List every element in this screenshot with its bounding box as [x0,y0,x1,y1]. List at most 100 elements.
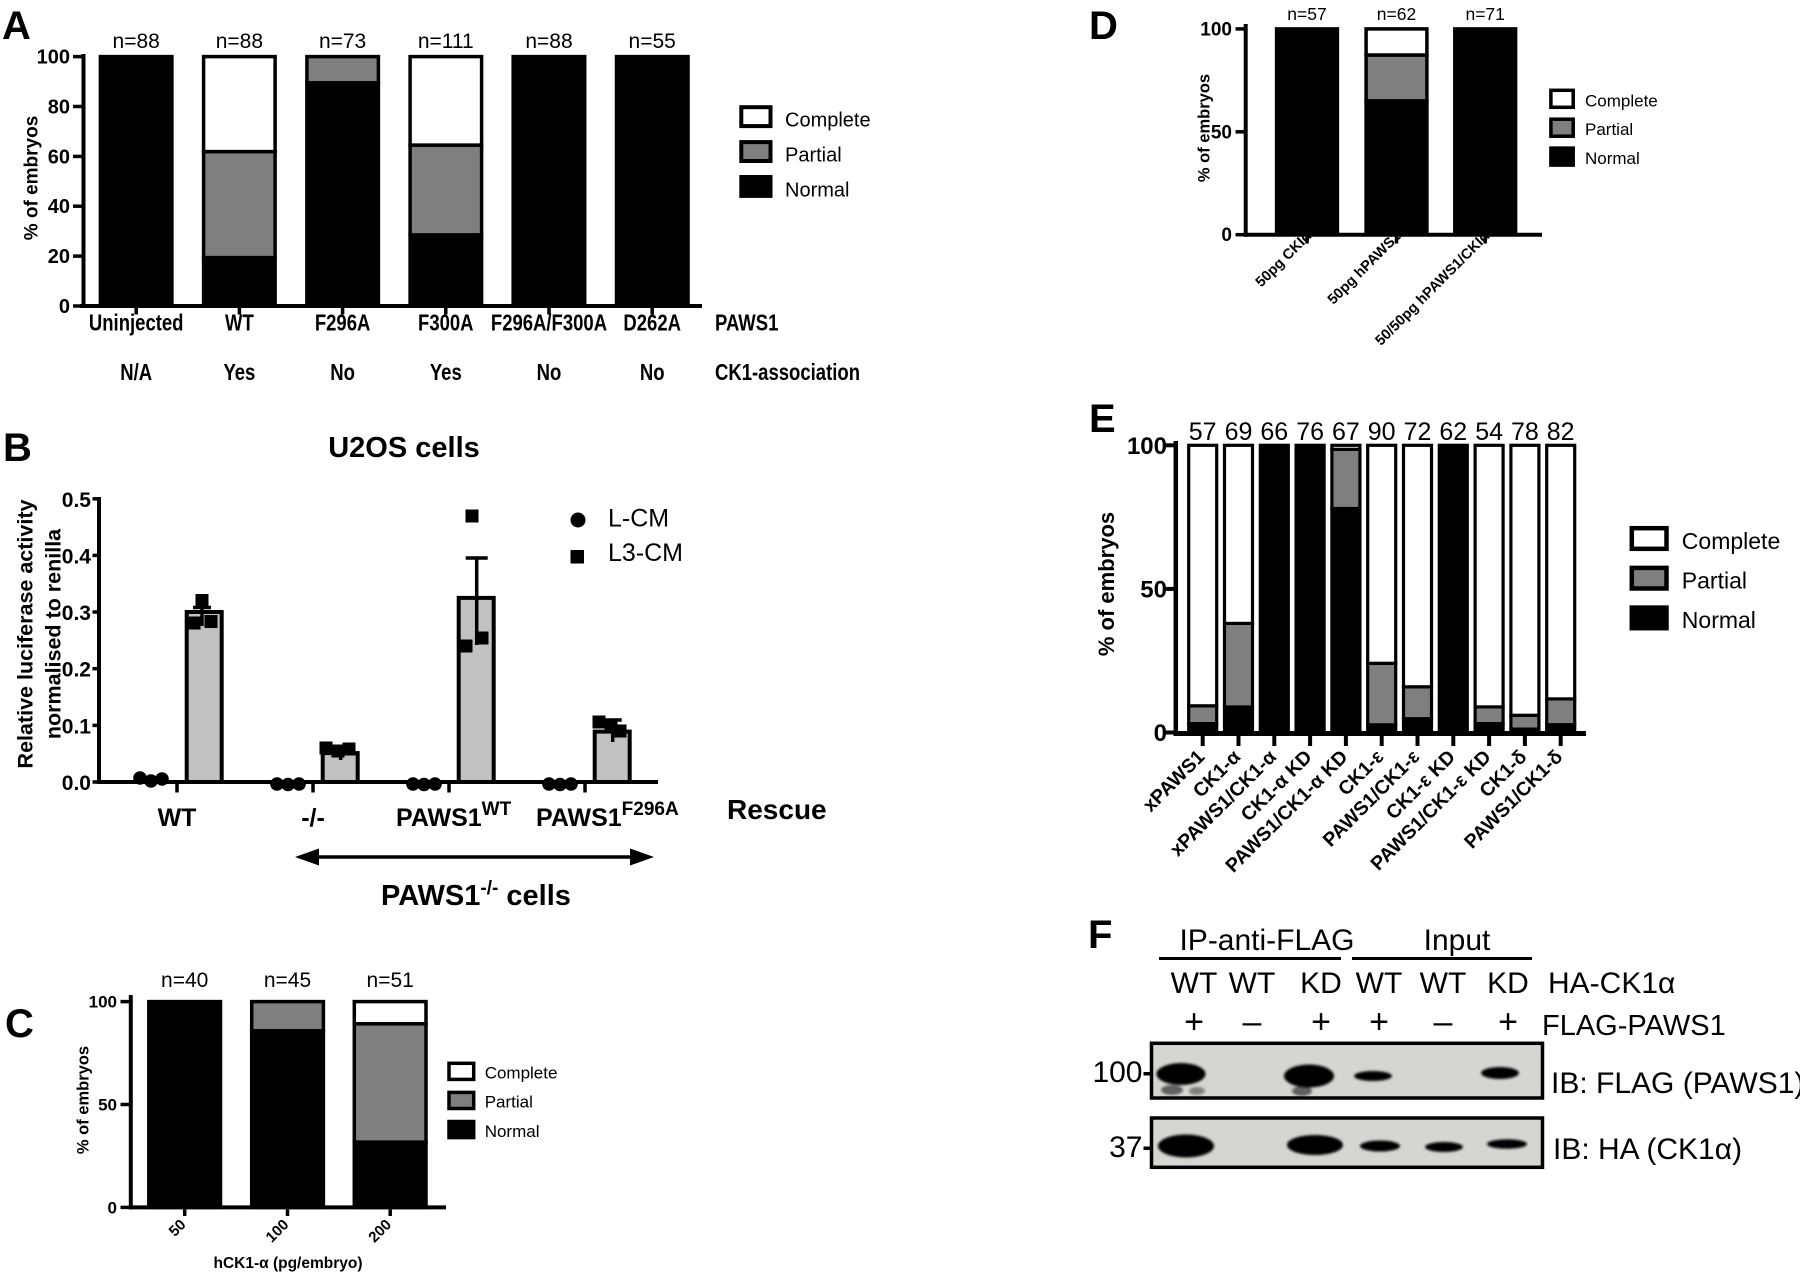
svg-text:FLAG-PAWS1: FLAG-PAWS1 [1542,1010,1726,1042]
svg-text:KD: KD [1487,967,1529,1000]
svg-text:62: 62 [1439,418,1467,446]
svg-text:100: 100 [1092,1056,1142,1089]
svg-text:0: 0 [108,1198,117,1217]
svg-text:+: + [1184,1003,1204,1041]
svg-text:WT: WT [1356,967,1403,1000]
svg-text:CK1-association: CK1-association [715,359,860,385]
svg-text:Complete: Complete [785,110,871,132]
svg-text:69: 69 [1225,418,1253,446]
svg-text:% of embryos: % of embryos [22,116,43,241]
svg-text:–: – [1434,1003,1453,1041]
svg-text:72: 72 [1404,418,1432,446]
svg-text:Normal: Normal [485,1122,540,1141]
svg-text:Input: Input [1424,924,1491,957]
svg-text:n=57: n=57 [1287,4,1326,24]
svg-text:Normal: Normal [1585,149,1640,168]
svg-text:20: 20 [48,246,70,268]
svg-text:Yes: Yes [430,359,462,385]
svg-text:Relative luciferase activity: Relative luciferase activity [14,500,38,769]
svg-text:% of embryos: % of embryos [1094,512,1119,656]
svg-text:0.1: 0.1 [62,715,92,738]
svg-text:F300A: F300A [418,310,474,336]
svg-text:0.5: 0.5 [62,489,92,512]
svg-text:+: + [1498,1003,1518,1041]
svg-text:n=111: n=111 [418,30,474,53]
svg-text:37: 37 [1109,1131,1142,1164]
svg-text:50: 50 [98,1096,117,1115]
svg-text:54: 54 [1475,418,1503,446]
svg-text:PAWS1-/- cells: PAWS1-/- cells [381,878,571,912]
svg-text:HA-CK1α: HA-CK1α [1548,967,1675,1000]
svg-text:No: No [537,359,562,385]
svg-text:WT: WT [158,804,197,832]
svg-text:n=45: n=45 [264,969,311,992]
svg-text:WT: WT [1171,967,1218,1000]
svg-text:Complete: Complete [1585,91,1658,110]
svg-text:WT: WT [225,310,254,336]
svg-text:82: 82 [1547,418,1575,446]
svg-text:+: + [1369,1003,1389,1041]
svg-text:n=40: n=40 [161,969,208,992]
svg-text:n=73: n=73 [319,30,366,53]
svg-text:Normal: Normal [1682,607,1756,633]
svg-text:n=51: n=51 [367,969,414,992]
svg-text:Normal: Normal [785,180,849,202]
svg-text:40: 40 [48,196,70,218]
svg-text:IB: HA (CK1α): IB: HA (CK1α) [1553,1133,1742,1166]
svg-text:No: No [330,359,355,385]
svg-text:n=88: n=88 [113,30,160,53]
svg-text:Partial: Partial [1682,568,1747,594]
svg-text:-/-: -/- [301,804,325,832]
svg-text:0.0: 0.0 [62,772,91,795]
svg-text:KD: KD [1300,967,1342,1000]
svg-text:0.4: 0.4 [62,545,92,568]
svg-text:78: 78 [1511,418,1539,446]
svg-text:IP-anti-FLAG: IP-anti-FLAG [1179,924,1354,957]
svg-text:IB: FLAG (PAWS1): IB: FLAG (PAWS1) [1551,1067,1800,1100]
svg-text:F296A: F296A [315,310,371,336]
svg-text:0: 0 [59,296,70,318]
svg-text:90: 90 [1368,418,1396,446]
svg-text:0.2: 0.2 [62,659,91,682]
svg-text:0: 0 [1154,720,1167,747]
svg-text:Complete: Complete [485,1064,558,1083]
svg-text:0: 0 [1221,225,1232,246]
svg-text:Uninjected: Uninjected [89,310,184,336]
svg-text:WT: WT [1420,967,1467,1000]
svg-text:F: F [1088,913,1112,957]
svg-text:Complete: Complete [1682,528,1780,554]
svg-text:N/A: N/A [120,359,152,385]
svg-text:F296A/F300A: F296A/F300A [491,310,607,336]
svg-text:66: 66 [1260,418,1288,446]
svg-text:Partial: Partial [785,145,842,167]
svg-text:Yes: Yes [223,359,255,385]
svg-text:n=88: n=88 [216,30,263,53]
svg-text:L3-CM: L3-CM [608,539,683,567]
svg-text:% of embryos: % of embryos [75,1046,93,1154]
svg-text:–: – [1243,1003,1262,1041]
svg-text:100: 100 [89,993,117,1012]
svg-text:L-CM: L-CM [608,505,669,533]
svg-text:WT: WT [1229,967,1276,1000]
svg-text:hCK1-α (pg/embryo): hCK1-α (pg/embryo) [213,1255,362,1272]
svg-text:PAWS1: PAWS1 [715,310,779,336]
svg-text:PAWS1F296A: PAWS1F296A [536,799,679,832]
svg-text:+: + [1311,1003,1331,1041]
svg-text:E: E [1089,397,1116,441]
svg-text:n=55: n=55 [629,30,676,53]
svg-text:n=71: n=71 [1465,4,1504,24]
svg-text:n=88: n=88 [525,30,572,53]
svg-text:100: 100 [37,47,70,69]
svg-text:D: D [1089,4,1118,48]
svg-text:76: 76 [1296,418,1324,446]
svg-text:Partial: Partial [485,1093,533,1112]
svg-text:80: 80 [48,97,70,119]
svg-text:A: A [2,4,31,48]
svg-text:% of embryos: % of embryos [1196,74,1214,182]
svg-text:No: No [640,359,665,385]
svg-text:Partial: Partial [1585,120,1633,139]
svg-text:n=62: n=62 [1377,4,1416,24]
svg-text:0.3: 0.3 [62,602,91,625]
svg-text:C: C [5,1002,34,1046]
svg-text:normalised to renilla: normalised to renilla [42,528,66,739]
